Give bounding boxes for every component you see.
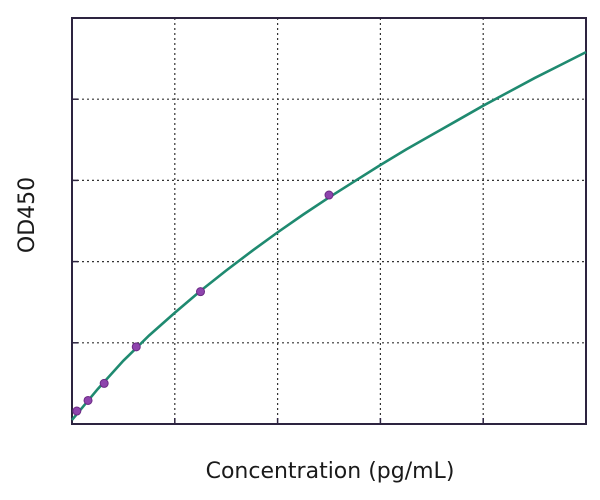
data-point: [196, 287, 205, 297]
axis-ticks: [72, 98, 484, 424]
data-point: [131, 342, 141, 352]
plot-frame: [71, 17, 587, 425]
data-point: [99, 378, 109, 388]
y-axis-label: OD450: [15, 177, 40, 253]
grid-lines: [72, 18, 586, 424]
data-point: [72, 406, 82, 416]
data-points: [72, 190, 334, 416]
fitted-curve-line: [71, 50, 587, 421]
x-axis-label: Concentration (pg/mL): [206, 459, 455, 484]
data-point: [83, 395, 93, 405]
data-point: [324, 190, 334, 200]
